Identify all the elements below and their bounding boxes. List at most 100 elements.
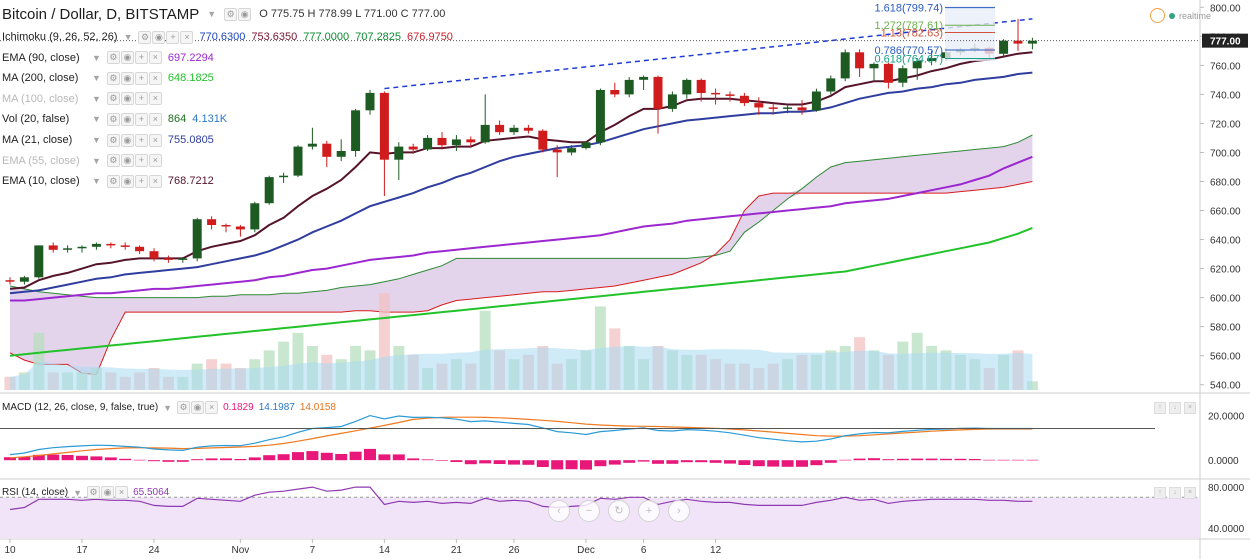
macd-hist-bar [853, 458, 866, 461]
settings-icon[interactable]: ⚙ [106, 174, 120, 188]
chevron-down-icon[interactable]: ▼ [92, 93, 101, 104]
candle-body [567, 148, 577, 153]
price-axis-label: 560.00 [1210, 352, 1241, 363]
ichimoku-value: 753.6350 [251, 31, 298, 43]
candle-body [725, 94, 735, 96]
candle-body [883, 63, 893, 83]
close-icon[interactable]: × [148, 174, 162, 188]
price-axis-label: 800.00 [1210, 3, 1241, 14]
settings-icon[interactable]: ⚙ [106, 92, 120, 106]
settings-icon[interactable]: ⚙ [106, 154, 120, 168]
eye-icon[interactable]: ◉ [120, 154, 134, 168]
add-icon[interactable]: + [166, 30, 180, 44]
indicator-row[interactable]: EMA (55, close) ▼ ⚙ ◉ + × [2, 152, 162, 170]
add-icon[interactable]: + [134, 71, 148, 85]
eye-icon[interactable]: ◉ [120, 92, 134, 106]
macd-hist-bar [522, 460, 535, 465]
chevron-down-icon[interactable]: ▼ [92, 176, 101, 187]
eye-icon[interactable]: ◉ [120, 51, 134, 65]
macd-hist-bar [868, 458, 880, 461]
add-icon[interactable]: + [134, 92, 148, 106]
macd-hist-bar [191, 459, 204, 461]
settings-icon[interactable]: ⚙ [106, 112, 120, 126]
add-icon[interactable]: + [134, 174, 148, 188]
chevron-down-icon[interactable]: ▼ [92, 135, 101, 145]
rsi-band [0, 497, 1200, 538]
macd-hist-bar [4, 457, 16, 461]
settings-icon[interactable]: ⚙ [106, 51, 120, 65]
indicator-row[interactable]: MA (100, close) ▼ ⚙ ◉ + × [2, 90, 162, 108]
chevron-down-icon[interactable]: ▼ [123, 32, 133, 42]
eye-icon[interactable]: ◉ [120, 71, 134, 85]
eye-icon[interactable]: ◉ [120, 133, 134, 147]
candle-body [293, 146, 303, 176]
time-axis-label: 6 [641, 545, 647, 556]
indicator-row[interactable]: MA (21, close) ▼ ⚙ ◉ + × 755.0805 [2, 131, 214, 149]
chevron-down-icon[interactable]: ▼ [92, 114, 101, 125]
indicator-row[interactable]: EMA (90, close) ▼ ⚙ ◉ + × 697.2294 [2, 49, 214, 67]
add-icon[interactable]: + [134, 51, 148, 65]
indicator-controls[interactable]: ⚙ ◉ + × [106, 112, 162, 126]
settings-icon[interactable]: ⚙ [138, 30, 152, 44]
eye-icon[interactable]: ◉ [120, 112, 134, 126]
close-icon[interactable]: × [148, 51, 162, 65]
chevron-down-icon[interactable]: ▼ [92, 52, 101, 63]
candle-body [408, 146, 418, 150]
candle-body [855, 52, 865, 69]
indicator-controls[interactable]: ⚙ ◉ + × [106, 71, 162, 85]
indicator-row[interactable]: Vol (20, false) ▼ ⚙ ◉ + × 864 4.131K [2, 110, 227, 128]
candle-body [365, 92, 375, 111]
close-icon[interactable]: × [148, 71, 162, 85]
volume-bar [378, 293, 390, 390]
indicator-controls[interactable]: ⚙ ◉ + × [106, 174, 162, 188]
eye-icon[interactable]: ◉ [152, 30, 166, 44]
macd-hist-bar [61, 455, 74, 461]
eye-icon[interactable]: ◉ [120, 174, 134, 188]
indicator-controls[interactable]: ⚙ ◉ + × [106, 51, 162, 65]
candle-body [826, 78, 836, 92]
chevron-down-icon[interactable]: ▼ [92, 155, 101, 166]
ma200-line [9, 226, 1033, 357]
price-axis-label: 740.00 [1210, 90, 1241, 101]
candle-body [379, 92, 389, 160]
ma21-line [9, 71, 1033, 295]
candle-body [351, 110, 361, 151]
indicator-controls[interactable]: ⚙ ◉ + × [106, 133, 162, 147]
indicator-row[interactable]: MA (200, close) ▼ ⚙ ◉ + × 648.1825 [2, 69, 214, 87]
candle-body [797, 107, 807, 111]
close-icon[interactable]: × [148, 154, 162, 168]
rsi-axis-label: 40.0000 [1208, 524, 1245, 535]
macd-hist-bar [954, 458, 967, 461]
candle-body [149, 251, 159, 259]
candle-body [235, 226, 245, 230]
indicator-controls[interactable]: ⚙ ◉ + × [138, 30, 194, 44]
close-icon[interactable]: × [180, 30, 194, 44]
add-icon[interactable]: + [134, 133, 148, 147]
macd-hist-bar [320, 452, 333, 461]
close-icon[interactable]: × [148, 112, 162, 126]
chevron-down-icon[interactable]: ▼ [92, 73, 101, 84]
macd-hist-bar [536, 460, 549, 467]
macd-axis-label: 0.0000 [1208, 456, 1239, 467]
candle-body [912, 61, 922, 69]
indicator-row[interactable]: Ichimoku (9, 26, 52, 26) ▼ ⚙ ◉ + × 770.6300 753… [2, 28, 453, 46]
indicator-controls[interactable]: ⚙ ◉ + × [106, 154, 162, 168]
indicator-controls[interactable]: ⚙ ◉ + × [106, 92, 162, 106]
close-icon[interactable]: × [148, 133, 162, 147]
macd-hist-bar [263, 455, 276, 461]
add-icon[interactable]: + [134, 112, 148, 126]
indicator-value: 864 [167, 113, 187, 126]
macd-hist-bar [623, 460, 636, 463]
close-icon[interactable]: × [148, 92, 162, 106]
time-axis-label: 12 [710, 545, 722, 556]
settings-icon[interactable]: ⚙ [106, 71, 120, 85]
macd-signal-line [9, 416, 1033, 459]
add-icon[interactable]: + [134, 154, 148, 168]
time-axis-label: 10 [4, 545, 16, 556]
indicator-row[interactable]: EMA (10, close) ▼ ⚙ ◉ + × 768.7212 [2, 172, 214, 190]
rsi-line [9, 486, 1033, 511]
macd-hist-bar [76, 455, 88, 461]
settings-icon[interactable]: ⚙ [106, 133, 120, 147]
candle-body [639, 76, 649, 80]
